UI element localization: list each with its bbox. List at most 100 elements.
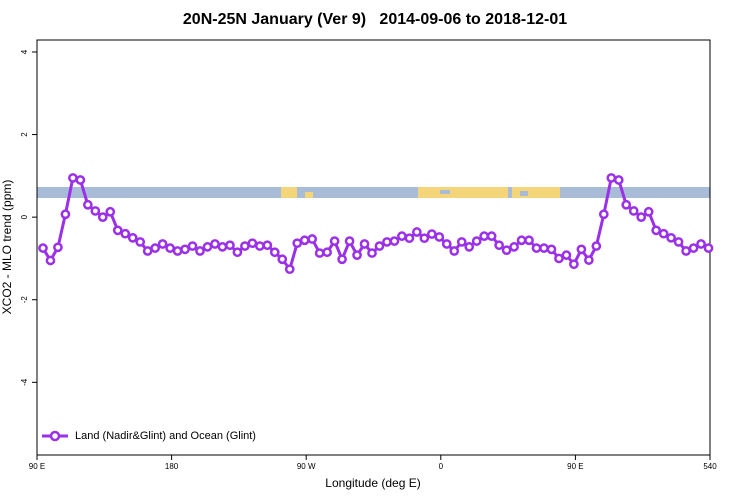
plot-frame bbox=[36, 39, 711, 456]
data-point bbox=[150, 243, 160, 253]
data-point bbox=[576, 244, 587, 255]
y-axis-label: XCO2 - MLO trend (ppm) bbox=[0, 180, 14, 315]
y-tick-label: 2 bbox=[20, 132, 29, 137]
data-point bbox=[307, 234, 318, 244]
data-point bbox=[636, 212, 647, 222]
data-point bbox=[688, 243, 699, 253]
legend: Land (Nadir&Glint) and Ocean (Glint) bbox=[42, 430, 256, 442]
data-point bbox=[53, 242, 63, 253]
data-point bbox=[97, 212, 108, 222]
data-point bbox=[374, 241, 385, 251]
data-point bbox=[45, 255, 56, 266]
land-patch bbox=[418, 187, 508, 198]
data-point bbox=[539, 243, 549, 253]
data-point bbox=[105, 206, 116, 217]
data-point bbox=[284, 264, 295, 275]
land-patch bbox=[512, 187, 560, 198]
data-point bbox=[172, 246, 183, 256]
data-point bbox=[509, 242, 519, 252]
data-point bbox=[531, 243, 542, 253]
data-point bbox=[187, 241, 198, 251]
data-point bbox=[367, 248, 377, 258]
data-point bbox=[673, 237, 684, 247]
data-point bbox=[210, 239, 220, 249]
data-point bbox=[68, 173, 78, 183]
data-point bbox=[165, 243, 175, 253]
data-point bbox=[90, 206, 101, 216]
data-point bbox=[561, 250, 572, 260]
data-point bbox=[598, 209, 609, 220]
data-point bbox=[494, 240, 504, 251]
data-point bbox=[195, 246, 205, 256]
data-point bbox=[569, 259, 579, 270]
data-point bbox=[180, 244, 190, 255]
land-patch bbox=[281, 187, 297, 198]
y-tick-label: 4 bbox=[20, 49, 29, 54]
legend-label: Land (Nadir&Glint) and Ocean (Glint) bbox=[75, 430, 256, 442]
legend-marker bbox=[49, 430, 61, 442]
data-point bbox=[621, 199, 632, 210]
x-tick-label: 90 W bbox=[297, 462, 316, 471]
data-point bbox=[434, 232, 445, 242]
data-point bbox=[651, 225, 662, 236]
ocean-patch bbox=[440, 190, 450, 194]
data-point bbox=[127, 232, 138, 243]
data-point bbox=[38, 243, 48, 253]
x-tick-label: 0 bbox=[439, 462, 444, 471]
data-point bbox=[643, 206, 654, 217]
data-point bbox=[412, 227, 422, 237]
data-point bbox=[337, 254, 347, 265]
data-point bbox=[120, 228, 131, 239]
ocean-patch bbox=[520, 191, 528, 196]
x-tick-label: 90 E bbox=[567, 462, 583, 471]
data-point bbox=[501, 245, 512, 256]
data-point bbox=[247, 238, 258, 249]
data-point bbox=[292, 238, 303, 249]
x-tick-label: 540 bbox=[703, 462, 717, 471]
data-point bbox=[524, 235, 534, 246]
data-point bbox=[389, 236, 400, 246]
land-patch bbox=[305, 192, 313, 198]
data-point bbox=[269, 247, 280, 258]
chart-title: 20N-25N January (Ver 9) 2014-09-06 to 20… bbox=[183, 11, 567, 28]
data-point bbox=[232, 247, 243, 258]
data-point bbox=[486, 231, 497, 241]
data-point bbox=[314, 248, 325, 258]
data-point bbox=[82, 199, 93, 210]
data-point bbox=[217, 242, 228, 252]
data-point bbox=[703, 243, 714, 253]
data-point bbox=[404, 233, 415, 244]
data-point bbox=[658, 228, 669, 239]
y-tick-label: -2 bbox=[20, 296, 29, 304]
data-point bbox=[352, 250, 362, 260]
data-point bbox=[135, 237, 146, 247]
data-point bbox=[397, 231, 407, 241]
data-point bbox=[628, 206, 639, 216]
x-tick-label: 90 E bbox=[29, 462, 45, 471]
x-tick-label: 180 bbox=[165, 462, 179, 471]
data-point bbox=[322, 247, 332, 258]
ocean-band bbox=[37, 187, 710, 198]
data-point bbox=[344, 236, 355, 246]
data-point bbox=[456, 237, 467, 247]
data-point bbox=[60, 209, 71, 220]
data-point bbox=[75, 175, 86, 185]
data-point bbox=[277, 254, 288, 265]
data-point bbox=[225, 240, 235, 251]
data-point bbox=[157, 239, 168, 249]
data-point bbox=[359, 239, 370, 249]
data-point bbox=[606, 173, 617, 183]
data-point bbox=[471, 236, 482, 246]
y-tick-label: -4 bbox=[20, 378, 29, 386]
data-point bbox=[262, 240, 273, 251]
data-point bbox=[696, 239, 706, 249]
land-ocean-band bbox=[37, 187, 710, 198]
data-point bbox=[584, 255, 594, 265]
data-point bbox=[546, 244, 557, 255]
data-point bbox=[449, 246, 460, 256]
data-point bbox=[591, 241, 602, 251]
data-point bbox=[554, 253, 564, 264]
data-point bbox=[299, 235, 310, 246]
data-point bbox=[254, 241, 265, 251]
